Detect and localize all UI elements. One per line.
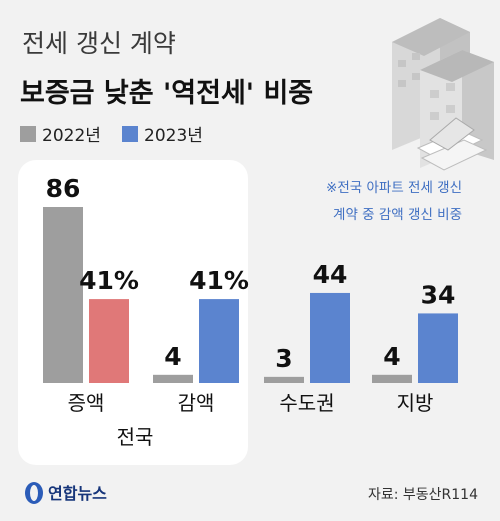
group-label-nationwide: 전국 <box>117 425 154 449</box>
category-label-capital: 수도권 <box>279 391 334 415</box>
legend-label-2023: 2023년 <box>144 126 203 146</box>
value-label-decrease-2022: 4 <box>164 342 181 371</box>
bar-decrease-2022 <box>153 374 193 383</box>
note-line-2: 계약 중 감액 갱신 비중 <box>333 207 462 223</box>
chart-subtitle: 전세 갱신 계약 <box>22 29 176 58</box>
value-label-regional-2022: 4 <box>383 342 400 371</box>
bar-increase-2023 <box>89 299 129 383</box>
value-label-regional-2023: 34 <box>421 280 456 309</box>
category-label-increase: 증액 <box>68 391 105 415</box>
legend-swatch-2022 <box>20 126 36 142</box>
category-label-regional: 지방 <box>397 391 434 415</box>
category-label-decrease: 감액 <box>178 391 215 415</box>
chart-title: 보증금 낮춘 '역전세' 비중 <box>20 78 313 109</box>
legend-label-2022: 2022년 <box>42 126 101 146</box>
apartment-illustration-icon <box>392 18 494 171</box>
bar-capital-2023 <box>310 292 350 383</box>
bar-increase-2022 <box>43 207 83 383</box>
bar-capital-2022 <box>264 376 304 383</box>
note-line-1: ※전국 아파트 전세 갱신 <box>326 180 462 196</box>
logo-text: 연합뉴스 <box>48 484 107 503</box>
yonhap-logo: 연합뉴스 <box>25 482 107 504</box>
value-label-capital-2023: 44 <box>313 260 348 289</box>
value-label-decrease-2023: 41% <box>189 266 249 295</box>
value-label-capital-2022: 3 <box>275 344 292 373</box>
bar-decrease-2023 <box>199 299 239 383</box>
value-label-increase-2022: 86 <box>46 174 81 203</box>
source-text: 자료: 부동산R114 <box>368 487 478 503</box>
legend-swatch-2023 <box>122 126 138 142</box>
bar-regional-2022 <box>372 374 412 383</box>
legend: 2022년 2023년 <box>20 126 203 146</box>
value-label-increase-2023: 41% <box>79 266 139 295</box>
bar-regional-2023 <box>418 313 458 383</box>
